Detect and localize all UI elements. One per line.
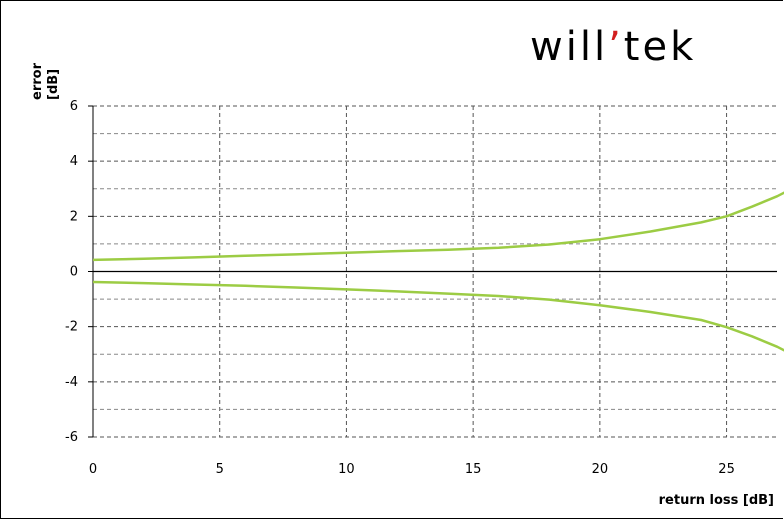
x-tick-label: 15 (465, 462, 482, 477)
x-tick-label: 5 (216, 462, 224, 477)
brand-logo: will’tek (530, 24, 696, 70)
y-tick-label: 6 (70, 99, 78, 114)
y-tick-label: 2 (70, 209, 78, 224)
logo-text-left: will (530, 24, 608, 70)
y-tick-label: 0 (70, 265, 78, 280)
logo-apostrophe: ’ (608, 24, 624, 70)
axes (88, 105, 777, 438)
y-tick-label: -2 (65, 320, 78, 335)
y-axis-label-line1: error (30, 62, 45, 100)
x-tick-label: 10 (338, 462, 355, 477)
x-tick-label: 0 (89, 462, 97, 477)
tick-labels: -6-4-2024605101520253035 (65, 99, 735, 477)
logo-text-right: tek (624, 24, 696, 70)
x-axis-label: return loss [dB] (659, 493, 774, 508)
x-tick-label: 20 (592, 462, 609, 477)
series-line-2 (92, 280, 784, 352)
grid (93, 105, 777, 438)
y-tick-label: 4 (70, 154, 78, 169)
x-tick-label: 25 (718, 462, 735, 477)
y-axis-label-line2: [dB] (46, 69, 61, 100)
y-tick-label: -6 (65, 430, 78, 445)
series-line-1 (92, 191, 784, 262)
series-lines (92, 191, 784, 352)
y-tick-label: -4 (65, 375, 78, 390)
